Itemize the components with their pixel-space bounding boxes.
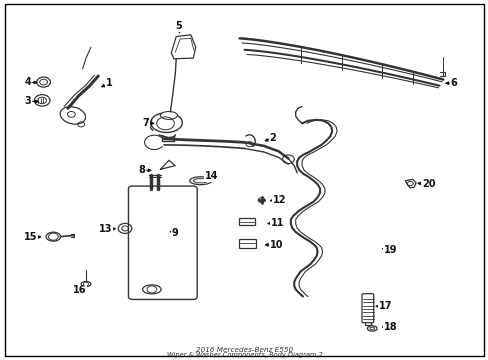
Text: 6: 6: [450, 78, 457, 88]
Text: 8: 8: [139, 165, 145, 175]
Text: 4: 4: [24, 77, 31, 87]
Ellipse shape: [81, 282, 91, 287]
Text: 2016 Mercedes-Benz E550: 2016 Mercedes-Benz E550: [196, 347, 292, 353]
Text: 14: 14: [204, 171, 218, 181]
Text: 9: 9: [172, 228, 178, 238]
Text: 17: 17: [378, 301, 392, 311]
Text: 18: 18: [383, 322, 397, 332]
Polygon shape: [171, 35, 195, 59]
Ellipse shape: [366, 326, 376, 331]
Ellipse shape: [160, 112, 177, 120]
Text: 5: 5: [175, 21, 182, 31]
Ellipse shape: [193, 179, 207, 183]
Ellipse shape: [150, 113, 182, 132]
FancyBboxPatch shape: [128, 186, 197, 300]
FancyBboxPatch shape: [239, 218, 254, 225]
Polygon shape: [405, 179, 415, 188]
Text: 7: 7: [142, 118, 149, 128]
FancyBboxPatch shape: [361, 294, 373, 323]
Ellipse shape: [46, 232, 61, 241]
Text: 16: 16: [73, 285, 86, 296]
Ellipse shape: [189, 177, 211, 185]
Text: 12: 12: [272, 195, 286, 205]
Text: 15: 15: [24, 232, 38, 242]
FancyBboxPatch shape: [239, 239, 255, 248]
Text: 20: 20: [421, 179, 435, 189]
Polygon shape: [160, 160, 175, 169]
Text: 1: 1: [105, 78, 112, 88]
Text: 2: 2: [269, 133, 276, 143]
Ellipse shape: [142, 285, 161, 294]
Text: 11: 11: [270, 218, 284, 228]
Text: 3: 3: [24, 96, 31, 106]
Text: Wiper & Washer Components, Body Diagram 2: Wiper & Washer Components, Body Diagram …: [166, 352, 322, 358]
Text: 13: 13: [99, 225, 112, 234]
Text: 19: 19: [383, 245, 397, 255]
Text: 10: 10: [269, 240, 283, 250]
Ellipse shape: [369, 327, 374, 330]
